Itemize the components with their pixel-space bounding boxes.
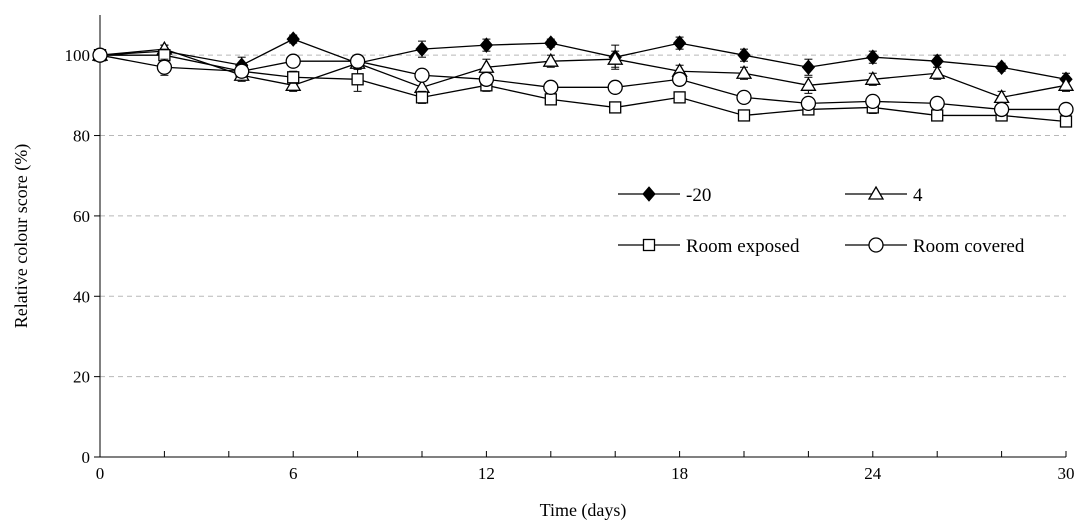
y-tick-label: 100 <box>65 46 91 65</box>
data-point <box>672 35 687 51</box>
legend-marker <box>642 238 656 252</box>
data-point <box>156 59 173 75</box>
data-point <box>286 31 300 47</box>
data-point <box>929 64 946 79</box>
data-point <box>351 73 364 86</box>
legend-item: Room covered <box>845 236 1025 257</box>
x-tick-label: 24 <box>864 464 882 483</box>
series-line <box>100 54 1067 123</box>
gridlines <box>100 54 1066 378</box>
data-point <box>929 95 945 112</box>
data-point <box>414 67 430 83</box>
data-point <box>607 79 623 95</box>
data-point <box>479 37 494 53</box>
data-point <box>866 49 880 65</box>
data-point <box>287 71 300 84</box>
legend-label: Room covered <box>913 236 1025 257</box>
x-tick-label: 18 <box>671 464 688 483</box>
data-point <box>865 93 881 110</box>
data-point <box>994 59 1009 76</box>
series-line <box>99 48 1067 99</box>
y-tick-label: 20 <box>73 368 90 387</box>
series-3 <box>92 47 1074 118</box>
data-point <box>543 79 559 95</box>
axes: 0 20 40 60 80 100 0 6 12 18 24 30 <box>65 15 1075 483</box>
legend-item: 4 <box>845 185 923 206</box>
data-point <box>609 101 622 114</box>
series-line <box>99 54 1066 111</box>
data-point <box>544 35 558 51</box>
data-point <box>1057 77 1075 91</box>
data-point <box>234 63 250 79</box>
data-point <box>544 93 557 106</box>
data-point <box>993 101 1010 118</box>
y-tick-label: 40 <box>73 287 90 306</box>
data-point <box>415 91 429 104</box>
x-tick-label: 0 <box>96 464 105 483</box>
x-axis-title: Time (days) <box>540 500 627 520</box>
x-tick-label: 12 <box>478 464 495 483</box>
x-tick-label: 6 <box>289 464 298 483</box>
data-point <box>285 53 301 69</box>
data-point <box>671 71 688 87</box>
data-point <box>735 64 753 79</box>
legend-marker <box>867 185 885 200</box>
data-point <box>801 59 816 76</box>
legend-item: Room exposed <box>618 236 800 257</box>
series-line <box>99 38 1067 80</box>
data-point <box>285 77 302 91</box>
data-point <box>737 109 751 122</box>
data-point <box>800 77 817 91</box>
data-point <box>349 53 366 69</box>
legend-label: 4 <box>913 185 923 206</box>
data-point <box>864 71 881 85</box>
data-point <box>1059 115 1073 128</box>
legend: -20 4 Room exposed Room covered <box>618 185 1025 257</box>
y-axis-title: Relative colour score (%) <box>11 144 32 328</box>
legend-label: Room exposed <box>686 236 800 257</box>
legend-marker <box>642 186 656 202</box>
data-point <box>800 95 817 112</box>
legend-marker <box>868 237 884 253</box>
y-tick-label: 0 <box>82 448 91 467</box>
data-point <box>736 89 752 106</box>
data-point <box>737 47 751 63</box>
data-point <box>607 50 624 65</box>
series-layer <box>91 31 1075 128</box>
y-tick-label: 80 <box>73 127 90 146</box>
data-point <box>415 41 429 57</box>
legend-item: -20 <box>618 185 711 206</box>
data-point <box>478 71 495 87</box>
data-point <box>673 91 686 104</box>
x-tick-label: 30 <box>1058 464 1075 483</box>
legend-label: -20 <box>686 185 711 206</box>
data-point <box>542 52 559 67</box>
data-point <box>931 109 944 122</box>
data-point <box>92 47 108 63</box>
data-point <box>1058 101 1074 118</box>
y-tick-label: 60 <box>73 207 90 226</box>
